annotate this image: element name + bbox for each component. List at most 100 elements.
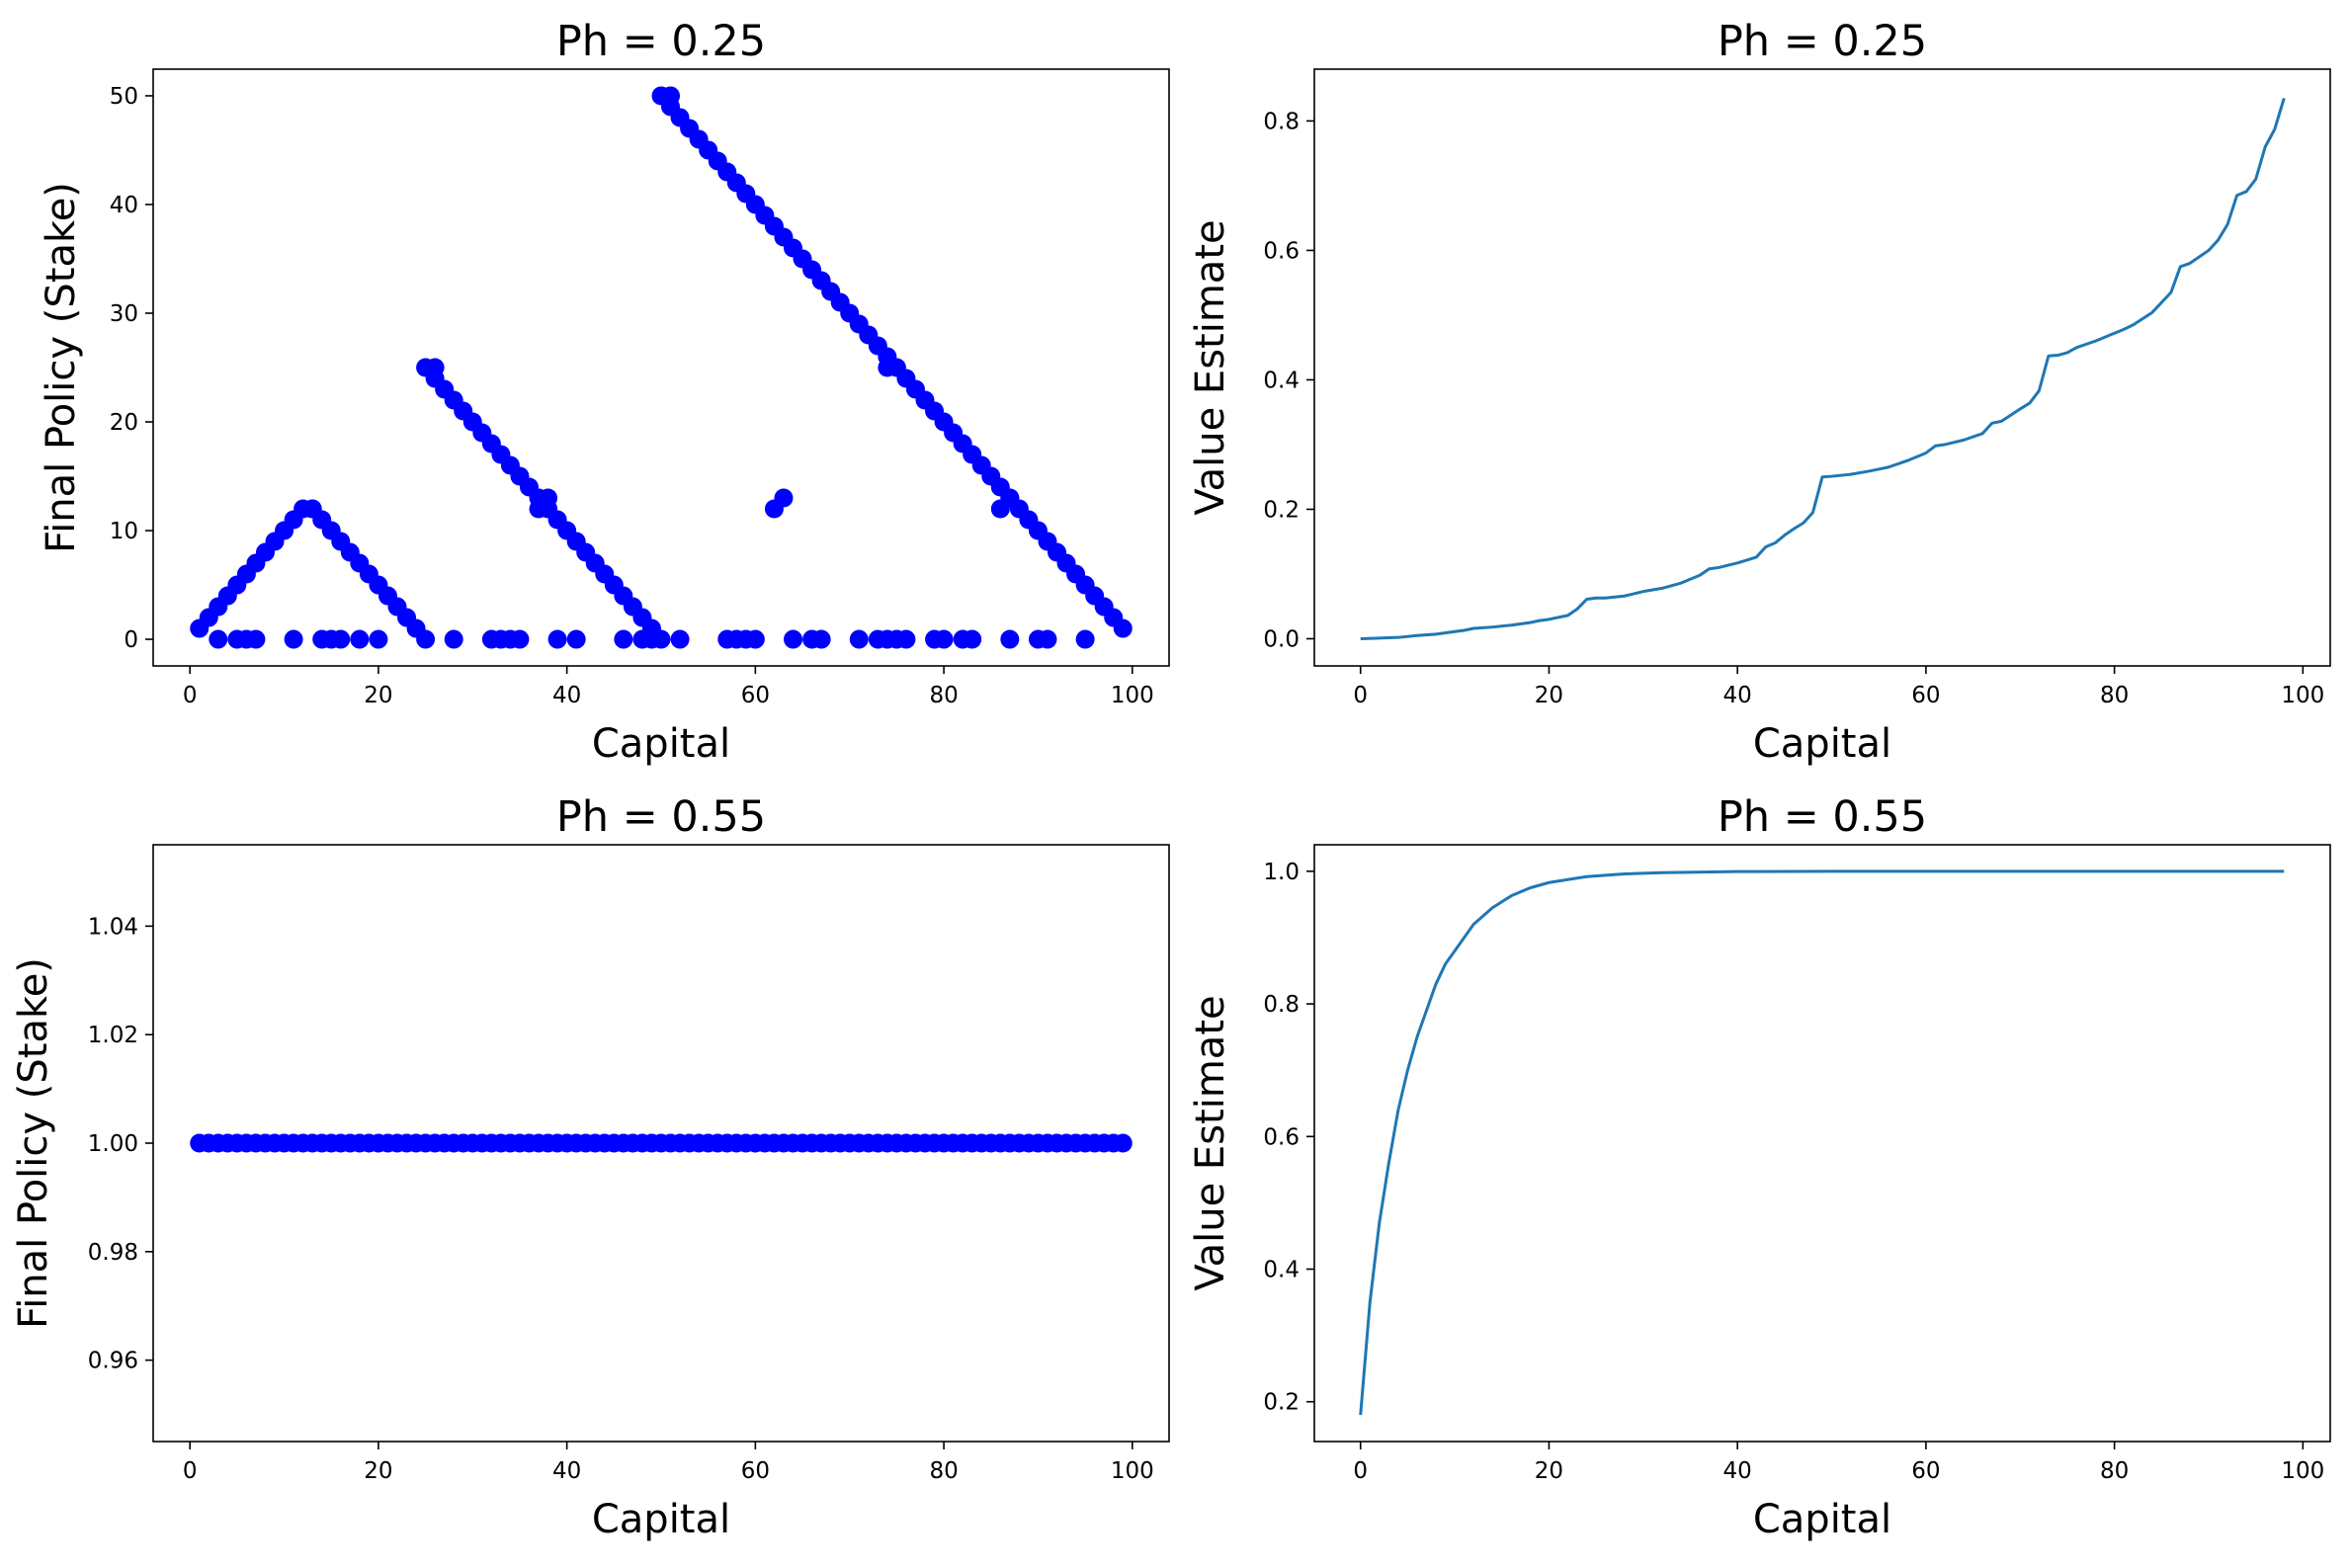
data-point (774, 488, 794, 508)
chart-title: Ph = 0.55 (1718, 792, 1927, 842)
x-tick-label: 0 (1353, 1458, 1368, 1484)
data-point (811, 629, 831, 649)
x-axis-label: Capital (592, 1497, 730, 1542)
panel-policy-ph-055: Ph = 0.55 Capital Final Policy (Stake) 0… (11, 792, 1170, 1542)
series-line (1360, 98, 2286, 640)
y-tick-label: 10 (110, 519, 138, 544)
y-tick-label: 1.0 (1263, 860, 1300, 885)
x-tick-label: 40 (552, 1458, 581, 1484)
data-point (425, 358, 445, 377)
y-tick-label: 0.4 (1263, 1258, 1300, 1283)
data-point (1038, 629, 1057, 649)
data-point (302, 499, 322, 519)
x-tick-label: 20 (1535, 683, 1563, 708)
x-tick-label: 60 (741, 683, 770, 708)
x-tick-label: 100 (2281, 1458, 2324, 1484)
y-tick-label: 0.96 (88, 1349, 138, 1374)
data-point (661, 86, 681, 106)
y-tick-label: 1.00 (88, 1131, 138, 1157)
data-point (878, 358, 897, 377)
x-tick-label: 20 (364, 683, 392, 708)
data-point (1075, 629, 1095, 649)
chart-title: Ph = 0.55 (556, 792, 766, 842)
data-point (670, 629, 690, 649)
data-point (1000, 488, 1020, 508)
panel-value-ph-025: Ph = 0.25 Capital Value Estimate 0 20 40 60… (1188, 17, 2331, 767)
y-tick-label: 0.6 (1263, 1124, 1300, 1150)
data-point (1113, 1133, 1133, 1153)
x-tick-label: 60 (1911, 683, 1940, 708)
data-point (566, 629, 586, 649)
scatter-series (190, 86, 1133, 638)
data-point (539, 488, 558, 508)
x-tick-label: 80 (2100, 683, 2129, 708)
scatter-series (302, 86, 1020, 519)
data-point (896, 629, 916, 649)
axes-frame (1313, 68, 2331, 667)
y-tick-label: 0 (124, 627, 138, 653)
data-point (246, 629, 266, 649)
panel-policy-ph-025: Ph = 0.25 Capital Final Policy (Stake) 0… (39, 17, 1170, 767)
y-tick-label: 20 (110, 410, 138, 436)
y-tick-label: 0.0 (1263, 626, 1300, 652)
panel-value-ph-055: Ph = 0.55 Capital Value Estimate 0 20 40 60… (1188, 792, 2331, 1542)
data-point (784, 629, 803, 649)
x-tick-label: 80 (929, 1458, 958, 1484)
plot-area: 0 20 40 60 80 100 0.96 0.98 1.00 1.02 1.04 (88, 844, 1170, 1484)
x-tick-label: 20 (364, 1458, 392, 1484)
y-tick-label: 0.98 (88, 1240, 138, 1266)
x-axis-label: Capital (1753, 721, 1891, 767)
x-tick-label: 100 (1111, 1458, 1154, 1484)
data-point (331, 629, 351, 649)
y-tick-label: 0.2 (1263, 1390, 1300, 1416)
plot-area: 0 20 40 60 80 100 0 10 20 30 40 50 (110, 68, 1170, 708)
y-axis-label: Final Policy (Stake) (39, 182, 84, 553)
x-tick-label: 0 (183, 683, 198, 708)
x-tick-label: 100 (1111, 683, 1154, 708)
data-point (1000, 629, 1020, 649)
data-point (284, 629, 303, 649)
x-tick-label: 60 (1911, 1458, 1940, 1484)
plot-area: 0 20 40 60 80 100 0.2 0.4 0.6 0.8 1.0 (1263, 844, 2331, 1484)
data-point (510, 629, 530, 649)
data-point (745, 629, 765, 649)
scatter-series (209, 629, 1095, 649)
y-tick-label: 0.8 (1263, 992, 1300, 1018)
data-point (209, 629, 228, 649)
axes-frame (1313, 844, 2331, 1443)
x-tick-label: 60 (741, 1458, 770, 1484)
x-tick-label: 40 (1723, 1458, 1752, 1484)
y-tick-label: 0.2 (1263, 497, 1300, 523)
y-tick-label: 1.02 (88, 1023, 138, 1048)
x-tick-label: 0 (183, 1458, 198, 1484)
y-tick-label: 0.8 (1263, 109, 1300, 134)
data-point (369, 629, 388, 649)
x-axis-label: Capital (592, 721, 730, 767)
y-tick-label: 0.4 (1263, 368, 1300, 393)
data-point (651, 629, 671, 649)
data-point (963, 629, 982, 649)
data-point (416, 629, 436, 649)
data-point (934, 629, 954, 649)
plot-area: 0 20 40 60 80 100 0.0 0.2 0.4 0.6 0.8 (1263, 68, 2331, 708)
x-tick-label: 100 (2281, 683, 2324, 708)
chart-title: Ph = 0.25 (556, 17, 766, 66)
x-tick-label: 80 (929, 683, 958, 708)
x-axis-label: Capital (1753, 1497, 1891, 1542)
data-point (547, 629, 567, 649)
y-tick-label: 1.04 (88, 914, 138, 940)
x-tick-label: 0 (1353, 683, 1368, 708)
y-axis-label: Final Policy (Stake) (11, 957, 56, 1329)
data-point (849, 629, 869, 649)
x-tick-label: 20 (1535, 1458, 1563, 1484)
x-tick-label: 40 (1723, 683, 1752, 708)
x-tick-label: 80 (2100, 1458, 2129, 1484)
scatter-series (190, 1133, 1133, 1153)
y-tick-label: 30 (110, 301, 138, 327)
x-tick-label: 40 (552, 683, 581, 708)
axes-frame (152, 68, 1170, 667)
y-axis-label: Value Estimate (1188, 995, 1233, 1290)
y-axis-label: Value Estimate (1188, 219, 1233, 515)
data-point (614, 629, 633, 649)
